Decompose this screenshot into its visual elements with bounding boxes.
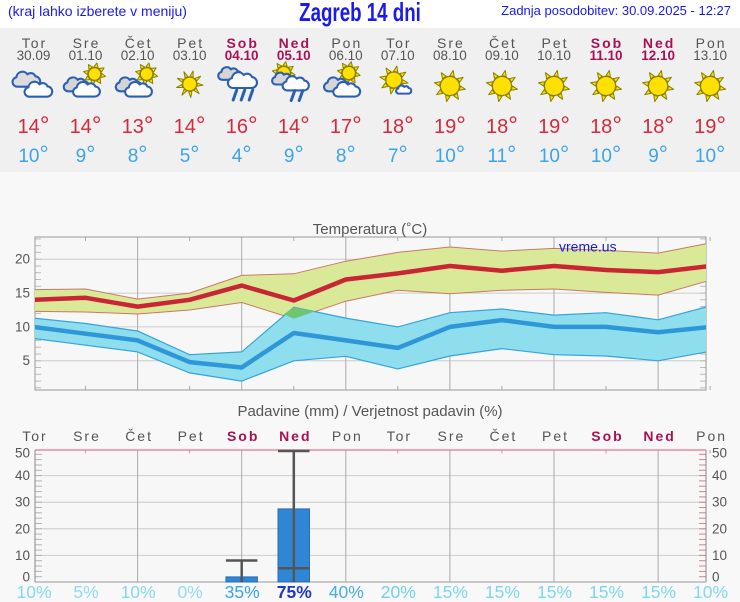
svg-text:15: 15: [15, 286, 30, 301]
svg-text:50: 50: [712, 446, 727, 461]
svg-text:0: 0: [712, 570, 720, 585]
svg-text:Temperatura (°C): Temperatura (°C): [313, 220, 427, 239]
svg-text:10: 10: [712, 548, 727, 563]
svg-text:30: 30: [15, 495, 30, 510]
svg-text:20: 20: [15, 521, 30, 536]
svg-text:10: 10: [15, 319, 30, 334]
svg-text:10: 10: [15, 548, 30, 563]
svg-text:40: 40: [15, 468, 30, 483]
svg-text:vreme.us: vreme.us: [559, 239, 617, 255]
svg-text:40: 40: [712, 468, 727, 483]
svg-text:Padavine (mm) / Verjetnost pad: Padavine (mm) / Verjetnost padavin (%): [237, 403, 502, 420]
svg-text:5: 5: [22, 353, 30, 368]
svg-text:50: 50: [15, 446, 30, 461]
svg-text:20: 20: [712, 521, 727, 536]
svg-text:0: 0: [22, 570, 30, 585]
svg-text:20: 20: [15, 252, 30, 267]
svg-text:30: 30: [712, 495, 727, 510]
